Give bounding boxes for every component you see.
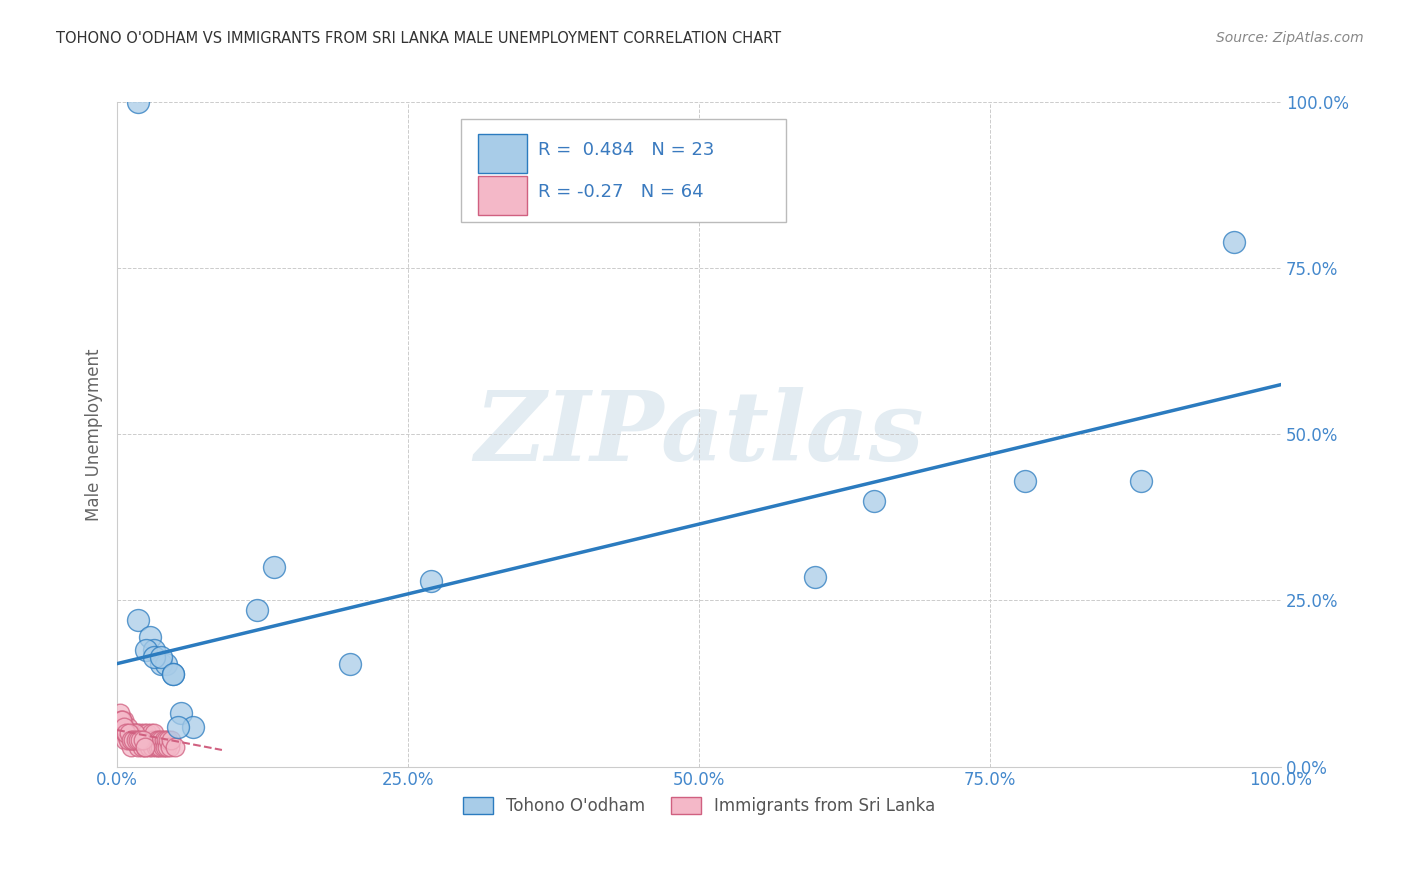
Point: [121, 726, 143, 740]
Point: [120, 733, 142, 747]
Point: [118, 726, 141, 740]
Point: [134, 739, 156, 754]
Point: [145, 733, 167, 747]
Point: [143, 649, 166, 664]
Point: [132, 733, 155, 747]
Point: [1014, 474, 1036, 488]
Point: [143, 726, 166, 740]
Text: R = -0.27   N = 64: R = -0.27 N = 64: [538, 183, 704, 201]
Legend: Tohono O'odham, Immigrants from Sri Lanka: Tohono O'odham, Immigrants from Sri Lank…: [457, 789, 942, 822]
Point: [246, 603, 269, 617]
Point: [150, 733, 173, 747]
Point: [129, 726, 152, 740]
Point: [112, 720, 135, 734]
Point: [110, 720, 132, 734]
Point: [124, 726, 146, 740]
Point: [155, 733, 177, 747]
Point: [145, 739, 167, 754]
Point: [124, 726, 146, 740]
Point: [162, 666, 184, 681]
Text: R =  0.484   N = 23: R = 0.484 N = 23: [538, 141, 714, 159]
Point: [156, 739, 179, 754]
Point: [117, 733, 139, 747]
Text: TOHONO O'ODHAM VS IMMIGRANTS FROM SRI LANKA MALE UNEMPLOYMENT CORRELATION CHART: TOHONO O'ODHAM VS IMMIGRANTS FROM SRI LA…: [56, 31, 782, 46]
Point: [110, 713, 132, 727]
Point: [141, 739, 163, 754]
Point: [118, 733, 141, 747]
Point: [127, 95, 149, 110]
Point: [862, 493, 884, 508]
Point: [339, 657, 361, 671]
Point: [152, 733, 174, 747]
Point: [111, 726, 134, 740]
Point: [138, 739, 160, 754]
Point: [134, 739, 156, 754]
Point: [125, 733, 148, 747]
Point: [181, 720, 204, 734]
Point: [132, 726, 155, 740]
Y-axis label: Male Unemployment: Male Unemployment: [86, 348, 103, 521]
Point: [127, 733, 149, 747]
Point: [117, 720, 139, 734]
Point: [155, 657, 177, 671]
Point: [111, 720, 134, 734]
Text: ZIPatlas: ZIPatlas: [474, 387, 924, 482]
Point: [157, 733, 180, 747]
Point: [152, 739, 174, 754]
Point: [263, 560, 285, 574]
Point: [132, 733, 155, 747]
Point: [131, 739, 153, 754]
Point: [115, 726, 138, 740]
Point: [159, 733, 181, 747]
Point: [166, 720, 188, 734]
Point: [128, 733, 150, 747]
Point: [150, 649, 173, 664]
FancyBboxPatch shape: [478, 134, 527, 173]
Point: [118, 726, 141, 740]
Point: [122, 733, 145, 747]
Point: [804, 570, 827, 584]
Point: [125, 726, 148, 740]
Point: [114, 726, 136, 740]
Point: [139, 726, 162, 740]
Point: [120, 739, 142, 754]
Point: [135, 643, 157, 657]
Point: [159, 739, 181, 754]
Point: [146, 739, 169, 754]
Point: [127, 614, 149, 628]
Point: [121, 733, 143, 747]
Point: [112, 713, 135, 727]
Text: Source: ZipAtlas.com: Source: ZipAtlas.com: [1216, 31, 1364, 45]
Point: [111, 713, 134, 727]
Point: [122, 733, 145, 747]
Point: [143, 643, 166, 657]
Point: [118, 726, 141, 740]
Point: [135, 733, 157, 747]
Point: [150, 657, 173, 671]
Point: [142, 733, 165, 747]
Point: [108, 706, 131, 721]
Point: [139, 630, 162, 644]
Point: [114, 733, 136, 747]
Point: [136, 726, 159, 740]
Point: [162, 666, 184, 681]
Point: [129, 733, 152, 747]
Point: [165, 739, 187, 754]
Point: [111, 713, 134, 727]
Point: [149, 739, 172, 754]
Point: [420, 574, 443, 588]
Point: [170, 706, 193, 721]
Point: [1130, 474, 1153, 488]
Point: [127, 739, 149, 754]
Point: [125, 733, 148, 747]
Point: [139, 733, 162, 747]
Point: [148, 733, 170, 747]
FancyBboxPatch shape: [478, 176, 527, 215]
Point: [1223, 235, 1246, 249]
Point: [115, 726, 138, 740]
FancyBboxPatch shape: [461, 119, 786, 222]
Point: [153, 739, 176, 754]
